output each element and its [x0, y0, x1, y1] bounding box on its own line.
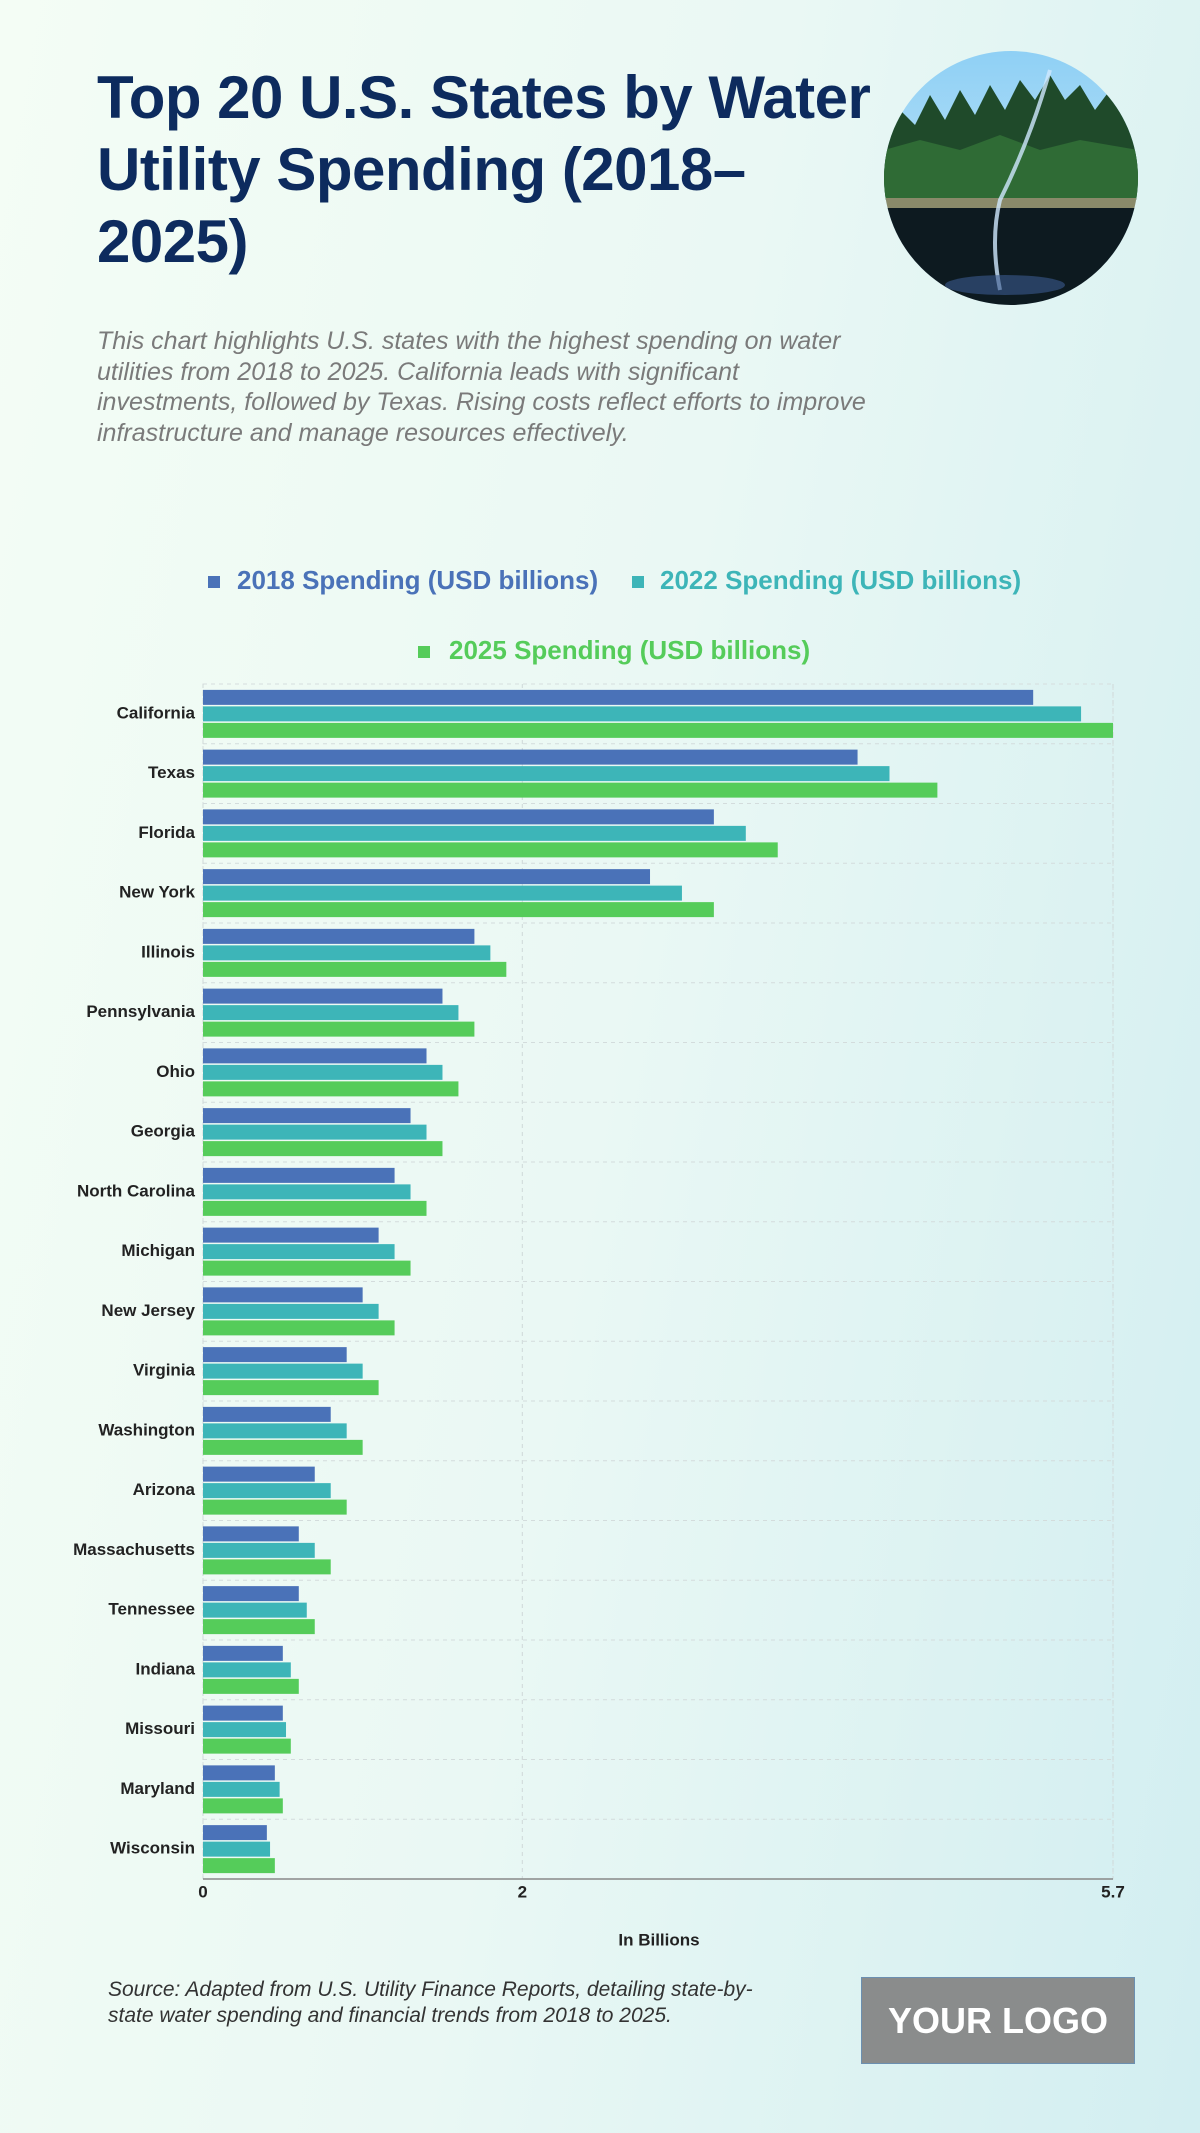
x-tick-label: 2	[518, 1882, 527, 1901]
bar	[203, 1439, 363, 1455]
y-tick-label: Maryland	[120, 1779, 195, 1798]
legend-swatch	[208, 576, 220, 588]
chart-title: Top 20 U.S. States by Water Utility Spen…	[97, 64, 871, 275]
bar	[203, 1167, 395, 1183]
bar	[203, 1765, 275, 1781]
legend-label: 2022 Spending (USD billions)	[660, 565, 1021, 595]
bar	[203, 1798, 283, 1814]
bar	[203, 1303, 379, 1319]
bar	[203, 1602, 307, 1618]
bar	[203, 1141, 443, 1157]
y-tick-label: Illinois	[141, 942, 195, 961]
bar	[203, 1287, 363, 1303]
bar	[203, 1619, 315, 1635]
bar	[203, 1380, 379, 1396]
bar	[203, 1406, 331, 1422]
bar	[203, 749, 858, 765]
y-tick-label: Wisconsin	[110, 1839, 195, 1858]
bar	[203, 1738, 291, 1754]
y-tick-label: Georgia	[131, 1122, 196, 1141]
bar	[203, 1841, 271, 1857]
bar	[203, 1227, 379, 1243]
y-tick-label: Texas	[148, 763, 195, 782]
bar	[203, 1825, 267, 1841]
y-tick-label: North Carolina	[77, 1181, 196, 1200]
bar	[203, 1081, 459, 1097]
legend-label: 2025 Spending (USD billions)	[449, 635, 810, 665]
bar	[203, 689, 1034, 705]
bar	[203, 1048, 427, 1064]
bar	[203, 1662, 291, 1678]
bar	[203, 1645, 283, 1661]
bar	[203, 766, 890, 782]
bar	[203, 1005, 459, 1021]
bar	[203, 1021, 475, 1037]
legend-swatch	[418, 646, 430, 658]
bar	[203, 869, 651, 885]
bar	[203, 1260, 411, 1276]
bar	[203, 961, 507, 977]
bar	[203, 1200, 427, 1216]
y-tick-label: Missouri	[125, 1719, 195, 1738]
y-tick-label: New Jersey	[101, 1301, 195, 1320]
bar	[203, 1705, 283, 1721]
legend-swatch	[632, 576, 644, 588]
bar	[203, 842, 778, 858]
chart-subtitle: This chart highlights U.S. states with t…	[97, 327, 866, 447]
y-tick-label: Massachusetts	[73, 1540, 195, 1559]
logo: YOUR LOGO	[861, 1977, 1135, 2064]
bar	[203, 1559, 331, 1575]
legend-label: 2018 Spending (USD billions)	[237, 565, 598, 595]
y-tick-label: Florida	[138, 823, 195, 842]
bar	[203, 809, 714, 825]
bar	[203, 1466, 315, 1482]
y-tick-label: Washington	[98, 1420, 195, 1439]
bar	[203, 1244, 395, 1260]
bar	[203, 1858, 275, 1874]
bar	[203, 1678, 299, 1694]
bar	[203, 1526, 299, 1542]
y-tick-label: Virginia	[133, 1361, 196, 1380]
bar	[203, 1108, 411, 1124]
bar	[203, 885, 682, 901]
bar	[203, 902, 714, 918]
y-tick-label: Arizona	[133, 1480, 196, 1499]
bar	[203, 1423, 347, 1439]
bar	[203, 1064, 443, 1080]
bar	[203, 1499, 347, 1515]
bar	[203, 988, 443, 1004]
bar	[203, 1483, 331, 1499]
bar	[203, 1722, 287, 1738]
bar	[203, 945, 491, 961]
bar	[203, 1586, 299, 1602]
bar	[203, 1124, 427, 1140]
x-tick-label: 5.7	[1101, 1882, 1125, 1901]
bar	[203, 722, 1113, 738]
y-tick-label: Indiana	[135, 1659, 195, 1678]
bar	[203, 706, 1082, 722]
bar	[203, 1363, 363, 1379]
y-tick-label: Tennessee	[108, 1600, 195, 1619]
bar	[203, 1347, 347, 1363]
photo	[884, 51, 1138, 305]
bar	[203, 1781, 280, 1797]
x-axis-label: In Billions	[618, 1930, 699, 1949]
x-tick-label: 0	[198, 1882, 207, 1901]
bar	[203, 1184, 411, 1200]
bar	[203, 1542, 315, 1558]
source-note: Source: Adapted from U.S. Utility Financ…	[108, 1978, 753, 2027]
bar	[203, 1320, 395, 1336]
y-tick-label: Michigan	[121, 1241, 195, 1260]
bar	[203, 928, 475, 944]
y-tick-label: Pennsylvania	[86, 1002, 195, 1021]
y-tick-label: New York	[119, 883, 195, 902]
bar	[203, 782, 938, 798]
y-tick-label: California	[117, 703, 196, 722]
y-tick-label: Ohio	[156, 1062, 195, 1081]
bar	[203, 825, 746, 841]
